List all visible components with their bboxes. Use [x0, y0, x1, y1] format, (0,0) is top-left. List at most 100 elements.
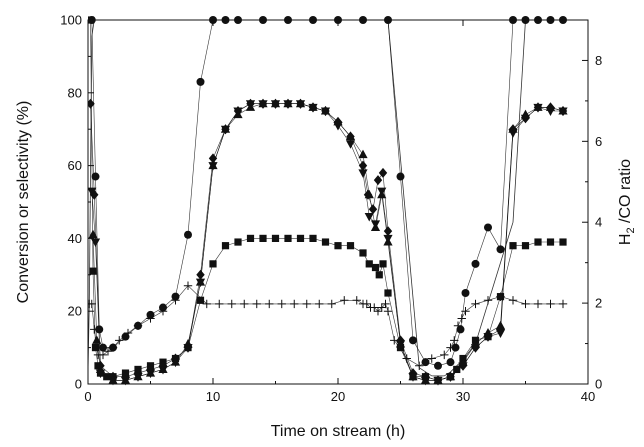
y2-tick-label: 4 [595, 215, 602, 230]
data-point-square [271, 234, 280, 242]
data-point-cross [327, 299, 336, 309]
data-point-diamond [368, 204, 378, 215]
data-point-triangle-down [358, 169, 368, 178]
data-point-triangle-up [220, 124, 231, 133]
y-tick-label: 60 [68, 158, 82, 173]
data-point-triangle-down [345, 140, 356, 149]
y2-axis-title-main: H [617, 234, 634, 246]
data-point-cross [383, 307, 393, 316]
data-point-circle [146, 310, 155, 319]
data-point-circle [184, 230, 192, 239]
data-point-circle [99, 343, 107, 352]
data-point-circle [171, 292, 180, 301]
series-line-line [88, 19, 563, 377]
x-tick-label: 20 [331, 389, 345, 404]
data-point-triangle-up [308, 102, 318, 111]
y2-tick-label: 8 [595, 53, 602, 68]
y2-tick-label: 0 [595, 377, 602, 392]
data-point-cross [277, 299, 286, 309]
data-point-square [521, 242, 530, 250]
data-point-cross [377, 303, 386, 312]
data-point-cross [427, 354, 436, 363]
data-point-circle [409, 336, 417, 345]
data-point-triangle-up [358, 149, 368, 159]
series-line-square [90, 19, 563, 381]
data-point-triangle-up [258, 98, 268, 108]
data-point-cross [373, 307, 383, 316]
data-point-square [334, 242, 342, 250]
data-point-circle [159, 303, 167, 312]
data-point-cross [340, 296, 349, 305]
data-point-cross [302, 299, 311, 309]
y-tick-label: 40 [68, 231, 82, 246]
data-point-square [209, 260, 217, 268]
y2-tick-label: 6 [595, 134, 602, 149]
data-point-triangle-up [283, 98, 293, 108]
series-line-circle [91, 19, 563, 367]
data-point-circle [121, 332, 130, 341]
data-point-cross [402, 354, 411, 363]
x-tick-label: 30 [456, 389, 470, 404]
data-point-triangle-up [92, 335, 102, 344]
data-point-triangle-up [195, 277, 206, 286]
x-tick-label: 40 [581, 389, 595, 404]
y2-axis-title-rest: /CO ratio [617, 159, 634, 228]
data-point-triangle-up [483, 328, 493, 337]
data-point-cross [352, 296, 361, 305]
data-point-square [309, 234, 317, 242]
data-point-diamond [196, 269, 205, 280]
data-point-triangle-up [183, 338, 193, 348]
y-tick-label: 20 [68, 304, 82, 319]
data-point-triangle-up [88, 229, 98, 239]
data-point-square [509, 242, 517, 250]
data-point-circle [461, 289, 470, 297]
data-point-diamond [383, 226, 393, 237]
y-tick-label: 100 [60, 13, 82, 28]
data-point-diamond [208, 153, 218, 164]
data-point-triangle-up [108, 375, 118, 384]
data-point-triangle-up [208, 160, 218, 170]
data-point-circle [471, 259, 480, 268]
data-point-circle [446, 358, 455, 367]
data-point-cross [370, 303, 379, 312]
data-point-cross [362, 299, 371, 309]
data-point-square [296, 234, 305, 242]
data-point-circle [91, 172, 100, 181]
y2-tick-label: 2 [595, 296, 602, 311]
data-point-triangle-up [370, 222, 381, 231]
data-point-cross [508, 296, 518, 305]
data-point-cross [103, 347, 113, 356]
data-point-triangle-down [90, 238, 101, 248]
data-point-cross [265, 299, 274, 309]
x-tick-label: 10 [206, 389, 220, 404]
data-point-triangle-up [508, 124, 518, 133]
data-point-square [379, 260, 387, 268]
data-point-cross [450, 336, 459, 345]
data-point-circle [396, 172, 405, 181]
data-point-cross [227, 299, 236, 309]
y2-axis-title-subscript: 2 [625, 227, 637, 233]
data-point-triangle-up [458, 357, 468, 366]
data-point-triangle-up [158, 364, 168, 373]
data-point-triangle-up [395, 338, 406, 348]
data-point-triangle-up [420, 375, 431, 384]
data-point-square [91, 344, 100, 352]
plot-frame [87, 19, 589, 385]
data-point-square [321, 238, 330, 246]
data-point-cross [240, 299, 249, 309]
data-point-square [534, 238, 542, 246]
data-point-triangle-up [120, 375, 131, 384]
data-point-cross [315, 299, 324, 309]
data-point-triangle-up [495, 320, 506, 330]
y-tick-label: 80 [68, 85, 82, 100]
data-point-cross [115, 336, 124, 345]
data-point-triangle-down [495, 329, 506, 339]
y-tick-label: 0 [75, 377, 82, 392]
data-point-circle [434, 361, 442, 370]
data-point-triangle-up [545, 102, 556, 111]
data-point-cross [533, 299, 543, 309]
data-point-triangle-up [145, 368, 156, 377]
data-point-triangle-down [364, 213, 374, 222]
